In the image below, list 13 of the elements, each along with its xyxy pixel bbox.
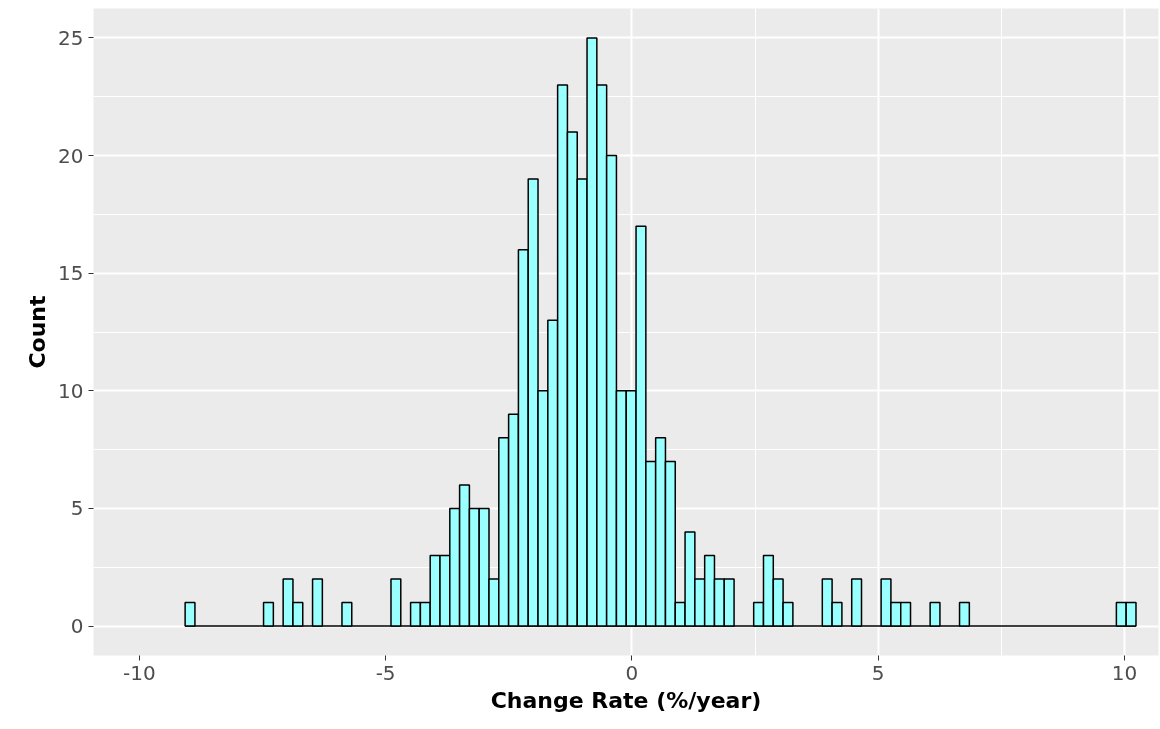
x-tick-label: 10 [1111,660,1138,685]
x-axis-title: Change Rate (%/year) [490,687,762,713]
y-tick-label: 10 [58,378,84,403]
x-tick-label: -5 [375,660,396,685]
y-tick-label: 0 [70,614,84,639]
x-tick-label: -10 [122,660,156,685]
x-tick-label: 5 [871,660,885,685]
x-tick-label: 0 [625,660,639,685]
y-tick-label: 20 [58,143,84,168]
y-tick-label: 15 [58,261,84,286]
y-tick-label: 5 [70,496,84,521]
y-axis-title: Count [25,294,51,369]
y-tick-label: 25 [58,25,84,50]
